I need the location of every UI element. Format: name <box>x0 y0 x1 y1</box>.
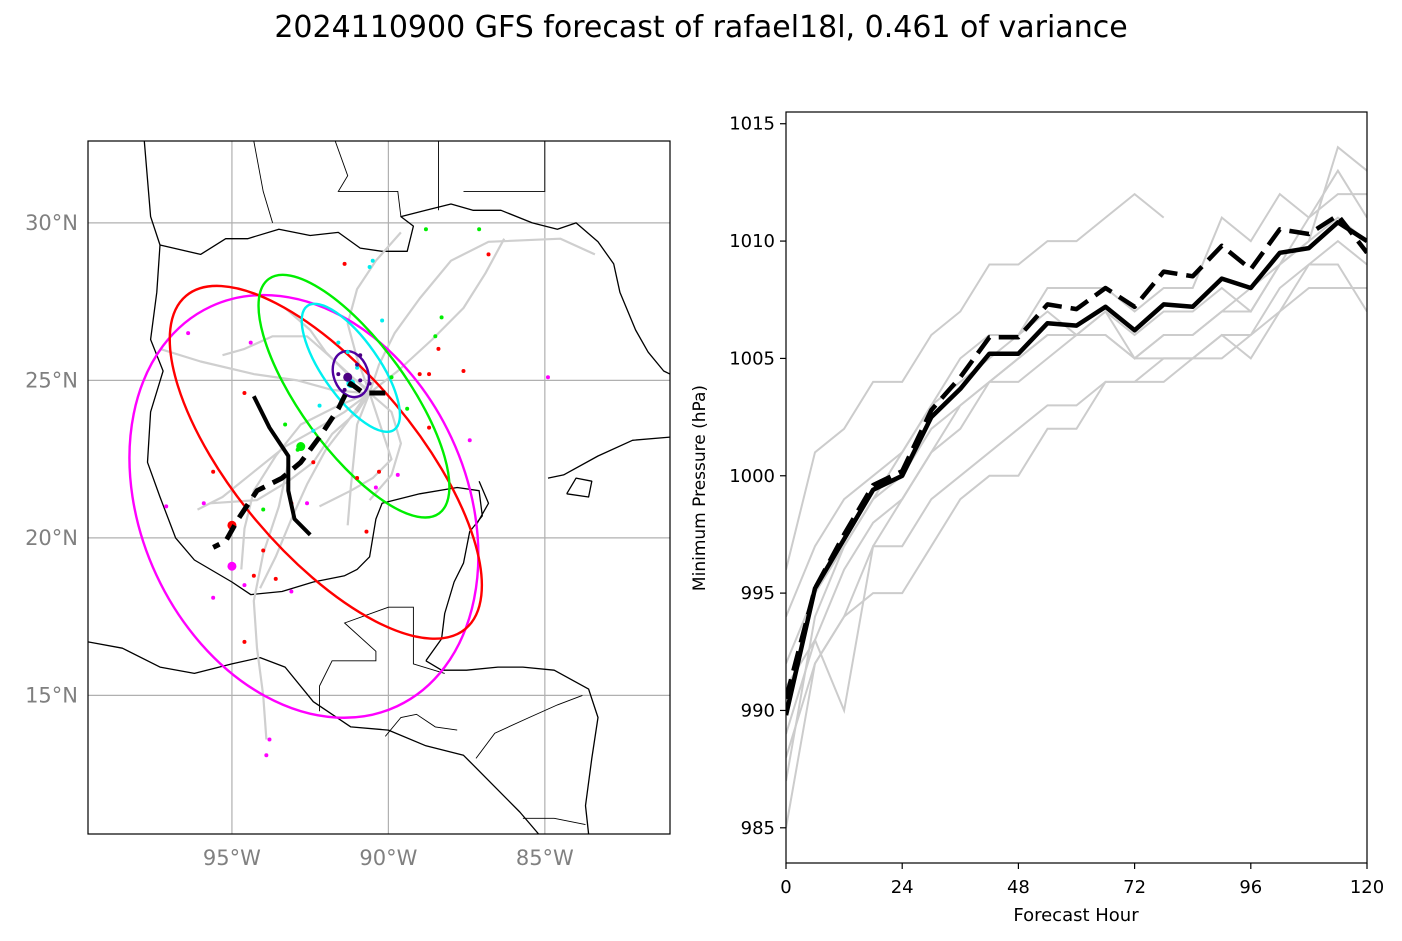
forecast-point <box>242 639 247 644</box>
border-line <box>384 713 458 737</box>
forecast-point <box>345 350 350 355</box>
border-line <box>334 141 402 217</box>
forecast-point <box>343 372 353 382</box>
forecast-point <box>264 753 269 758</box>
mean-tracks <box>212 381 386 550</box>
forecast-point <box>367 265 372 269</box>
lat-tick-label: 15°N <box>25 683 78 707</box>
map-tick-labels: 95°W 90°W 85°W 30°N 25°N 20°N 15°N <box>25 211 574 870</box>
map-background <box>88 141 670 834</box>
forecast-point <box>477 227 482 232</box>
forecast-point <box>261 548 266 553</box>
uncertainty-ellipses <box>128 273 484 719</box>
member-track <box>159 347 364 395</box>
forecast-point <box>261 507 266 512</box>
red-ellipse <box>168 284 484 640</box>
forecast-point <box>342 387 347 392</box>
forecast-point <box>317 403 322 408</box>
forecast-point <box>461 368 466 373</box>
forecast-point <box>295 447 300 452</box>
forecast-point <box>186 331 191 336</box>
coastline <box>425 660 599 834</box>
forecast-point <box>242 583 247 588</box>
forecast-point <box>417 372 422 377</box>
lat-tick-label: 30°N <box>25 211 78 235</box>
member-track <box>368 392 402 501</box>
ensemble-mean-track-solid <box>252 395 312 537</box>
coastline <box>475 480 490 526</box>
member-track <box>368 238 506 394</box>
forecast-point <box>355 365 360 370</box>
forecast-point <box>427 425 432 430</box>
forecast-point <box>201 501 206 506</box>
member-track <box>319 392 393 508</box>
forecast-point <box>358 378 363 383</box>
map-gridlines <box>88 141 670 834</box>
forecast-point <box>311 460 316 465</box>
member-track <box>197 392 371 511</box>
forecast-point <box>355 476 360 481</box>
forecast-point <box>342 261 347 266</box>
forecast-point <box>227 561 237 571</box>
forecast-point <box>395 472 400 477</box>
forecast-point <box>289 589 294 594</box>
forecast-point <box>439 315 444 320</box>
forecast-point <box>355 362 360 367</box>
forecast-point <box>486 252 491 257</box>
forecast-point <box>377 469 381 474</box>
member-tracks <box>159 231 596 740</box>
forecast-point <box>273 576 278 581</box>
forecast-point <box>267 737 272 742</box>
forecast-point <box>358 353 363 358</box>
forecast-point <box>211 595 216 600</box>
coastline <box>143 141 483 662</box>
lon-tick-label: 90°W <box>359 846 417 870</box>
forecast-point <box>364 529 369 534</box>
border-line <box>475 694 583 759</box>
forecast-point <box>380 318 385 323</box>
lat-tick-label: 20°N <box>25 526 78 550</box>
chart-title: 2024110900 GFS forecast of rafael18l, 0.… <box>274 10 1128 45</box>
forecast-point <box>367 381 372 386</box>
lon-tick-label: 95°W <box>203 846 261 870</box>
forecast-point <box>283 422 288 427</box>
coastline <box>547 436 670 479</box>
forecast-point <box>436 346 441 351</box>
indigo-ellipse <box>331 349 371 399</box>
forecast-point <box>164 504 169 509</box>
lon-tick-label: 85°W <box>516 846 574 870</box>
coastline <box>88 641 540 834</box>
forecast-point <box>242 391 247 395</box>
forecast-point <box>211 469 216 474</box>
forecast-point <box>433 334 438 339</box>
forecast-point <box>423 227 428 232</box>
forecast-point <box>389 375 394 380</box>
coastline <box>566 477 593 498</box>
forecast-point <box>305 501 310 506</box>
forecast-point <box>336 372 341 377</box>
member-track <box>346 392 371 526</box>
member-track <box>222 335 371 394</box>
forecast-point <box>405 406 410 411</box>
member-track <box>368 237 596 394</box>
green-ellipse <box>257 273 451 519</box>
magenta-ellipse <box>128 293 480 719</box>
cyan-ellipse <box>300 302 402 433</box>
forecast-point <box>545 375 550 380</box>
forecast-point <box>427 372 432 377</box>
border-line <box>463 141 546 192</box>
forecast-point <box>251 573 256 578</box>
forecast-point <box>311 428 316 433</box>
forecast-point <box>373 485 378 490</box>
ensemble-mean-track-dashed <box>212 381 386 550</box>
map-frame <box>87 140 671 835</box>
forecast-point <box>248 340 253 345</box>
border-line <box>253 141 274 224</box>
lat-tick-label: 25°N <box>25 368 78 392</box>
border-line <box>522 817 586 826</box>
forecast-point <box>370 258 375 263</box>
forecast-point <box>467 438 472 443</box>
forecast-point <box>336 340 341 345</box>
